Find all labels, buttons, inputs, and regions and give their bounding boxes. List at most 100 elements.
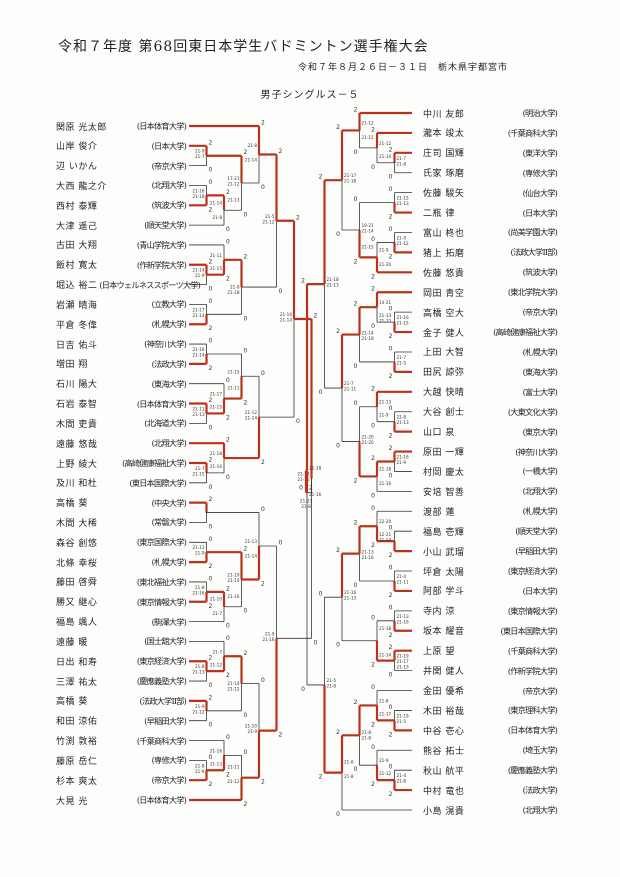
set-score: 21-8 (379, 698, 389, 703)
set-score: 21-14 (192, 313, 205, 318)
player-university: (仙台大学) (522, 187, 558, 198)
set-score: 21-9 (379, 247, 389, 252)
player-name: 庄司 国輝 (423, 149, 465, 160)
player-name: 大晃 光 (56, 796, 88, 807)
player-university: (作新学院大学) (507, 665, 558, 676)
player-university: (法政大学Ⅱ部) (139, 695, 187, 706)
set-score: 21-12 (362, 120, 375, 125)
player-university: (東京国際大学) (136, 537, 187, 548)
player-name: 坂本 耀音 (423, 627, 465, 638)
games-won: 0 (336, 642, 340, 649)
player-university: (札幌大学) (151, 557, 187, 568)
games-won: 2 (389, 644, 393, 651)
games-won: 0 (209, 179, 213, 186)
set-score: 21-15 (362, 244, 375, 249)
player-university: (千葉商科大学) (507, 127, 558, 138)
player-name: 大越 快晴 (423, 388, 465, 399)
player-university: (埼玉大学) (522, 745, 558, 756)
games-won: 0 (371, 614, 375, 621)
player-name: 佐藤 駿矢 (423, 189, 465, 200)
player-entry: 大西 龍之介 (北翔大学) (56, 178, 187, 192)
document-title: 令和７年度 第68回東日本学生バドミントン選手権大会 (58, 39, 429, 55)
games-won: 2 (389, 253, 393, 260)
set-score: 21-15 (397, 321, 410, 326)
player-university: (大東文化大学) (507, 406, 558, 417)
games-won: 2 (354, 258, 358, 265)
player-university: (札幌大学) (522, 346, 558, 357)
player-entry: 富山 柊也 (尚美学園大学) (423, 225, 558, 239)
player-name: 西村 泰輝 (56, 201, 98, 212)
player-university: (東京経済大学) (136, 656, 187, 667)
set-score: 21-12 (379, 141, 392, 146)
player-name: 坪倉 太陽 (423, 567, 465, 578)
games-won: 0 (244, 315, 248, 322)
set-score: 21-14 (227, 681, 240, 686)
set-score: 21-16 (227, 594, 240, 599)
games-won: 2 (244, 801, 248, 808)
set-score: 21-18 (227, 290, 240, 295)
set-score: 21-17 (192, 307, 205, 312)
games-won: 2 (261, 459, 265, 466)
games-won: 2 (226, 189, 230, 196)
set-score: 21-7 (212, 611, 222, 616)
player-entry: 氏家 琢磨 (専修大学) (423, 166, 558, 180)
games-won: 0 (209, 424, 213, 431)
player-entry: 高橋 空大 (帝京大学) (423, 305, 558, 319)
player-university: (北翔大学) (151, 438, 187, 449)
player-entry: 日出 和寿 (東京経済大学) (56, 654, 187, 668)
set-score: 21-16 (397, 455, 410, 460)
player-university: (早稲田大学) (144, 715, 187, 726)
player-university: (東京経済大学) (507, 566, 558, 577)
set-score: 21-9 (195, 149, 205, 154)
set-score: 21-8 (362, 735, 372, 740)
player-name: 木間 吏貴 (56, 419, 98, 430)
set-score: 21-12 (210, 662, 223, 667)
player-university: (高崎健康福祉大学) (122, 458, 187, 468)
set-score: 21-9 (195, 551, 205, 556)
player-entry: 大津 遥己 (順天堂大学) (56, 218, 187, 232)
games-won: 0 (226, 238, 230, 245)
player-name: 渡部 蓮 (423, 507, 455, 518)
player-name: 熊谷 拓士 (423, 746, 465, 757)
player-entry: 渡部 蓮 (札幌大学) (423, 504, 558, 518)
player-name: 田尻 諒弥 (423, 368, 465, 379)
set-score: 21-11 (210, 253, 223, 258)
set-score: 21-15 (227, 578, 240, 583)
player-university: (東洋大学) (522, 147, 558, 158)
player-name: 辺 いかん (56, 162, 98, 173)
games-won: 2 (354, 107, 358, 114)
games-won: 0 (226, 226, 230, 233)
games-won: 0 (354, 196, 358, 203)
player-university: (東京情報大学) (136, 596, 187, 607)
player-university: (日本体育大学) (507, 725, 558, 736)
games-won: 2 (244, 253, 248, 260)
event-title: 男子シングルス－５ (260, 90, 360, 101)
player-university: (法政大学) (522, 785, 558, 796)
player-name: 三澤 祐太 (56, 677, 98, 688)
player-name: 山口 泉 (423, 428, 455, 439)
games-won: 0 (301, 686, 305, 693)
player-entry: 寺内 涼 (東京情報大学) (423, 604, 558, 618)
player-entry: 瀧本 竣太 (千葉商科大学) (423, 126, 558, 140)
set-score: 21-13 (397, 614, 410, 619)
games-won: 2 (389, 592, 393, 599)
player-university: (日本大学) (522, 585, 558, 596)
player-entry: 藤原 岳仁 (専修大学) (56, 753, 187, 767)
set-score: 21-5 (265, 214, 275, 219)
set-score: 21-16 (297, 477, 310, 482)
games-won: 2 (336, 124, 340, 131)
games-won: 2 (354, 699, 358, 706)
games-won: 2 (279, 148, 283, 155)
set-score: 21-20 (362, 440, 375, 445)
games-won: 0 (389, 704, 393, 711)
set-score: 21-14 (192, 352, 205, 357)
games-won: 2 (244, 400, 248, 407)
set-score: 21-9 (265, 631, 275, 636)
player-entry: 及川 和杜 (東日本国際大学) (56, 476, 187, 490)
player-entry: 安培 智善 (北翔大学) (423, 484, 558, 498)
player-entry: 上田 大智 (札幌大学) (423, 345, 558, 359)
set-score: 21-14 (192, 268, 205, 273)
set-score: 21-11 (227, 765, 240, 770)
games-won: 0 (244, 608, 248, 615)
player-entry: 熊谷 拓士 (埼玉大学) (423, 743, 558, 757)
